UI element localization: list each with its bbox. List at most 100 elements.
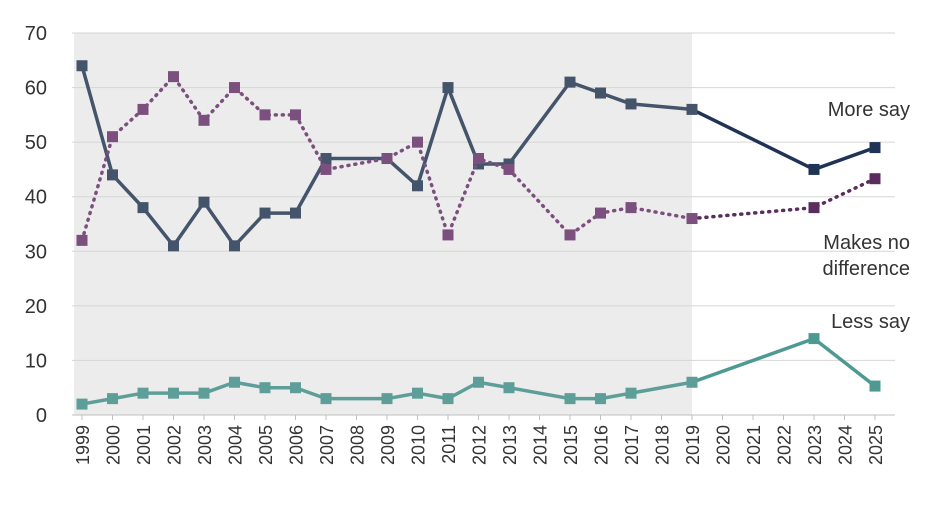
- data-point: [198, 114, 210, 126]
- data-point: [320, 163, 332, 175]
- data-point: [290, 109, 301, 121]
- data-point: [412, 387, 423, 399]
- data-point: [473, 376, 484, 388]
- x-tick-label: 2013: [500, 425, 520, 465]
- data-point: [259, 207, 271, 219]
- data-point: [869, 380, 881, 392]
- x-tick-label: 2003: [195, 425, 215, 465]
- data-point: [442, 393, 454, 405]
- data-point: [137, 103, 149, 115]
- data-point: [107, 393, 118, 405]
- shaded-period: [74, 33, 692, 415]
- data-point: [595, 87, 606, 99]
- series-line: [690, 176, 877, 221]
- y-tick-label: 30: [25, 241, 47, 263]
- series-line: [691, 336, 877, 388]
- data-point: [259, 109, 271, 121]
- data-point: [686, 376, 698, 388]
- data-point: [503, 163, 515, 175]
- y-tick-label: 70: [25, 23, 47, 45]
- data-point: [625, 387, 637, 399]
- data-point: [595, 393, 606, 405]
- x-tick-label: 2025: [866, 425, 886, 465]
- x-tick-label: 2009: [378, 425, 398, 465]
- data-point: [198, 196, 210, 208]
- x-tick-label: 2014: [531, 425, 551, 465]
- data-point: [229, 82, 240, 94]
- data-point: [168, 240, 179, 252]
- data-point: [320, 153, 332, 165]
- x-tick-label: 2005: [256, 425, 276, 465]
- label-makes-no-difference-line2: difference: [823, 258, 910, 280]
- data-point: [198, 387, 210, 399]
- x-tick-label: 1999: [73, 425, 93, 465]
- data-point: [625, 98, 637, 110]
- data-point: [320, 393, 332, 405]
- y-axis-ticks: 0 10 20 30 40 50 60 70: [25, 23, 47, 427]
- data-point: [259, 382, 271, 394]
- data-point: [137, 387, 149, 399]
- x-tick-label: 2011: [439, 425, 459, 464]
- data-point: [76, 234, 88, 246]
- data-point: [76, 398, 88, 410]
- data-point: [412, 136, 423, 148]
- x-tick-label: 2024: [836, 425, 856, 465]
- x-tick-label: 2000: [104, 425, 124, 465]
- x-tick-label: 2023: [805, 425, 825, 465]
- label-makes-no-difference-line1: Makes no: [823, 232, 910, 254]
- data-point: [808, 333, 820, 345]
- y-tick-label: 10: [25, 350, 47, 372]
- data-point: [869, 173, 881, 185]
- y-tick-label: 60: [25, 78, 47, 100]
- x-tick-label: 2010: [409, 425, 429, 465]
- series-more-say: [76, 60, 881, 252]
- data-point: [564, 393, 576, 405]
- data-point: [76, 60, 88, 72]
- x-tick-label: 2008: [348, 425, 368, 465]
- x-tick-label: 2017: [622, 425, 642, 465]
- x-tick-label: 2012: [470, 425, 490, 465]
- x-axis-ticks: 1999 2000 2001 2002 2003 2004 2005 2006 2007 2008…: [73, 415, 886, 465]
- data-point: [564, 76, 576, 88]
- data-point: [503, 382, 515, 394]
- data-point: [290, 382, 301, 394]
- data-point: [808, 202, 820, 214]
- x-tick-label: 2006: [287, 425, 307, 465]
- data-point: [869, 142, 881, 154]
- y-tick-label: 40: [25, 187, 47, 209]
- x-tick-label: 2016: [592, 425, 612, 465]
- data-point: [686, 213, 698, 225]
- series-less-say: [76, 333, 881, 410]
- x-tick-label: 2021: [744, 425, 764, 465]
- data-point: [168, 387, 179, 399]
- data-point: [564, 229, 576, 241]
- data-point: [229, 376, 240, 388]
- data-point: [442, 229, 454, 241]
- series-makes-no-difference: [76, 71, 881, 246]
- data-point: [381, 153, 393, 165]
- y-tick-label: 50: [25, 132, 47, 154]
- series-labels: More say Makes no difference Less say: [823, 99, 910, 333]
- data-point: [107, 131, 118, 143]
- x-tick-label: 2019: [683, 425, 703, 465]
- y-tick-label: 0: [36, 405, 47, 427]
- data-point: [107, 169, 118, 181]
- x-tick-label: 2007: [317, 425, 337, 465]
- data-point: [686, 103, 698, 115]
- data-point: [229, 240, 240, 252]
- data-point: [412, 180, 423, 192]
- x-tick-label: 2018: [653, 425, 673, 465]
- data-point: [473, 153, 484, 165]
- x-tick-label: 2004: [226, 425, 246, 465]
- series-group: [76, 60, 881, 410]
- grid-lines: [72, 32, 895, 416]
- label-more-say: More say: [828, 99, 910, 121]
- y-tick-label: 20: [25, 296, 47, 318]
- x-tick-label: 2022: [775, 425, 795, 465]
- data-point: [290, 207, 301, 219]
- data-point: [595, 207, 606, 219]
- x-tick-label: 2002: [165, 425, 185, 465]
- label-less-say: Less say: [831, 311, 910, 333]
